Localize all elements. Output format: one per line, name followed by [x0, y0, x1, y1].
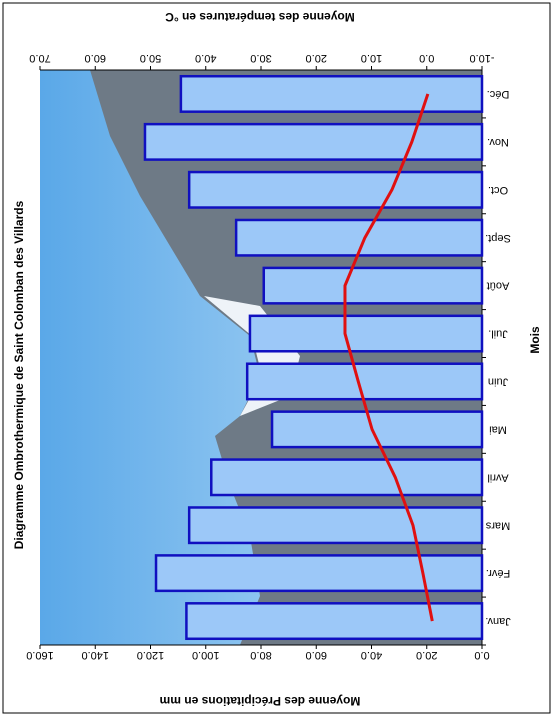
y2-tick-label: 60.0	[85, 52, 106, 64]
x-tick-label: Janv.	[485, 615, 510, 627]
bar	[179, 74, 484, 113]
y2-tick-label: 50.0	[140, 52, 161, 64]
x-tick-label: Juin	[488, 376, 508, 388]
x-tick-label: Févr.	[486, 567, 510, 579]
bar	[187, 170, 484, 209]
y-tick-label: 20.0	[416, 649, 437, 661]
x-tick-label: Sept.	[485, 232, 511, 244]
y2-axis-title: Moyenne des températures en °C	[165, 10, 355, 24]
y-tick-label: 160.0	[26, 649, 54, 661]
y-tick-label: 80.0	[250, 649, 271, 661]
y-tick-label: 0.0	[474, 649, 489, 661]
bar	[270, 410, 484, 449]
y2-tick-label: 40.0	[195, 52, 216, 64]
y-tick-label: 40.0	[361, 649, 382, 661]
y-tick-label: 140.0	[81, 649, 109, 661]
x-tick-label: Août	[487, 280, 510, 292]
y2-tick-label: -10.0	[469, 52, 494, 64]
y2-tick-label: 10.0	[361, 52, 382, 64]
bar	[154, 554, 484, 593]
bar	[262, 266, 484, 305]
bar	[187, 506, 484, 545]
x-tick-label: Mai	[489, 423, 507, 435]
chart-body: Diagramme Ombrothermique de Saint Colomb…	[12, 10, 542, 708]
chart-title: Diagramme Ombrothermique de Saint Colomb…	[12, 200, 26, 549]
bar	[185, 602, 484, 641]
x-tick-label: Déc.	[487, 88, 510, 100]
bar	[245, 362, 484, 401]
x-axis-title: Mois	[528, 326, 542, 354]
y-axis-title: Moyenne des Précipitations en mm	[160, 694, 361, 708]
temperature-line	[343, 93, 434, 622]
y-tick-label: 60.0	[306, 649, 327, 661]
x-tick-label: Oct.	[488, 184, 508, 196]
bar	[143, 122, 484, 161]
x-tick-label: Juil.	[488, 328, 508, 340]
y-tick-label: 120.0	[137, 649, 165, 661]
y2-tick-label: 70.0	[29, 52, 50, 64]
bar	[248, 314, 484, 353]
y-tick-label: 100.0	[192, 649, 220, 661]
x-tick-label: Mars	[485, 519, 510, 531]
x-tick-label: Avril	[487, 471, 508, 483]
bar	[210, 458, 484, 497]
y2-tick-label: 30.0	[250, 52, 271, 64]
x-tick-label: Nov.	[487, 136, 509, 148]
y2-tick-label: 20.0	[306, 52, 327, 64]
y2-tick-label: 0.0	[419, 52, 434, 64]
